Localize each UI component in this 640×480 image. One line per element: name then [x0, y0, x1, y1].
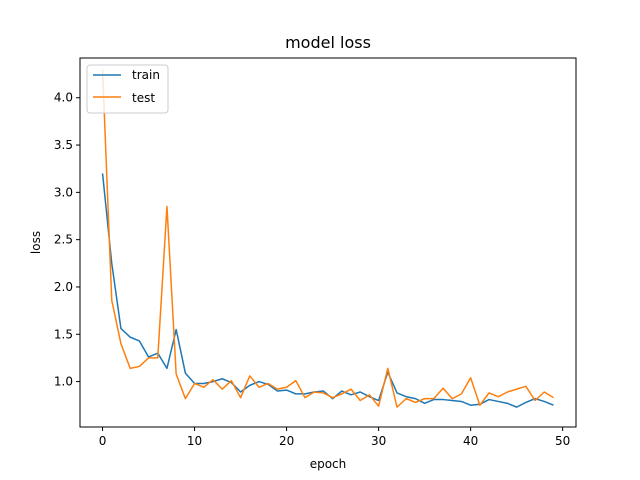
y-axis-label: loss: [29, 231, 43, 254]
legend-box: [86, 64, 169, 114]
legend-label-test: test: [132, 91, 155, 105]
y-tick-label: 1.5: [54, 327, 73, 341]
y-tick-label: 2.0: [54, 280, 73, 294]
x-tick-label: 0: [99, 434, 107, 448]
plot-frame: [79, 57, 577, 428]
chart-title: model loss: [285, 33, 371, 52]
y-tick-label: 4.0: [54, 91, 73, 105]
y-tick-label: 2.5: [54, 233, 73, 247]
plot-background: [80, 58, 576, 427]
series-line-test: [101, 69, 554, 408]
x-axis-label: epoch: [310, 457, 347, 471]
y-axis-ticks: 1.0 1.5 2.0 2.5 3.0 3.5 4.0: [54, 91, 80, 389]
y-tick-label: 3.0: [54, 185, 73, 199]
series-layer: [101, 69, 554, 408]
x-tick-label: 10: [187, 434, 202, 448]
legend-label-train: train: [132, 68, 160, 82]
plot-area: [80, 58, 576, 427]
x-axis-ticks: 0 10 20 30 40 50: [99, 427, 570, 448]
x-tick-label: 20: [279, 434, 294, 448]
y-tick-label: 1.0: [54, 375, 73, 389]
x-tick-label: 30: [371, 434, 386, 448]
y-tick-label: 3.5: [54, 138, 73, 152]
x-tick-label: 40: [463, 434, 478, 448]
x-tick-label: 50: [555, 434, 570, 448]
legend: train test: [86, 64, 169, 114]
